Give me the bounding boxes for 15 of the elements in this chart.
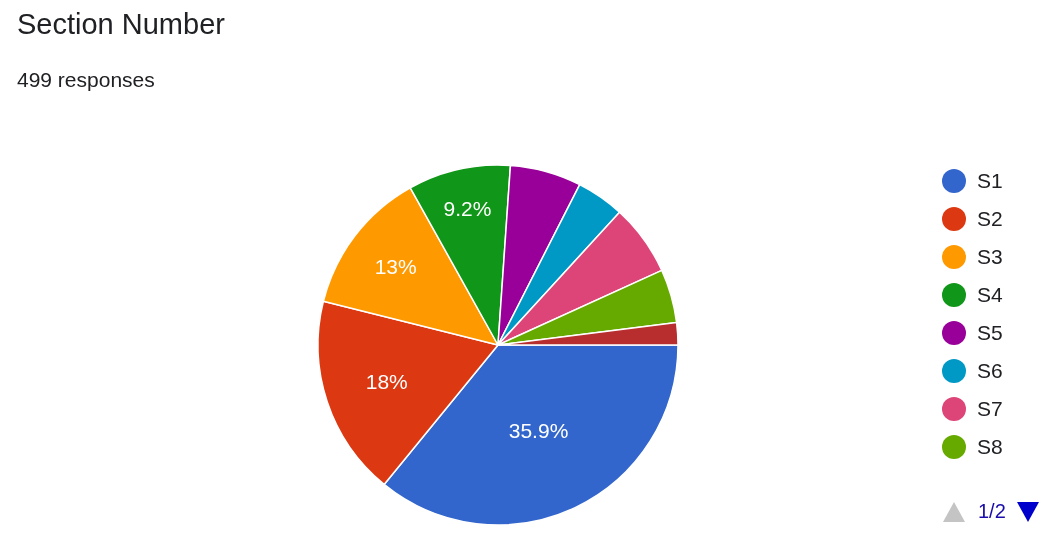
legend-label: S5 — [977, 321, 1003, 345]
text: 1/2 — [978, 500, 1006, 523]
legend-label: S1 — [977, 169, 1003, 193]
legend-label: S3 — [977, 245, 1003, 269]
legend-label: S6 — [977, 359, 1003, 383]
data-label: 35.9% — [508, 418, 569, 442]
chart-title: Section Number — [17, 8, 225, 41]
legend-label: S8 — [977, 435, 1003, 459]
data-label: 18% — [365, 370, 408, 394]
legend-label: S7 — [977, 397, 1003, 421]
text: 499 responses — [17, 68, 155, 92]
data-label: 13% — [374, 255, 417, 279]
data-label: 9.2% — [443, 196, 492, 220]
legend-label: S4 — [977, 283, 1003, 307]
legend-label: S2 — [977, 207, 1003, 231]
